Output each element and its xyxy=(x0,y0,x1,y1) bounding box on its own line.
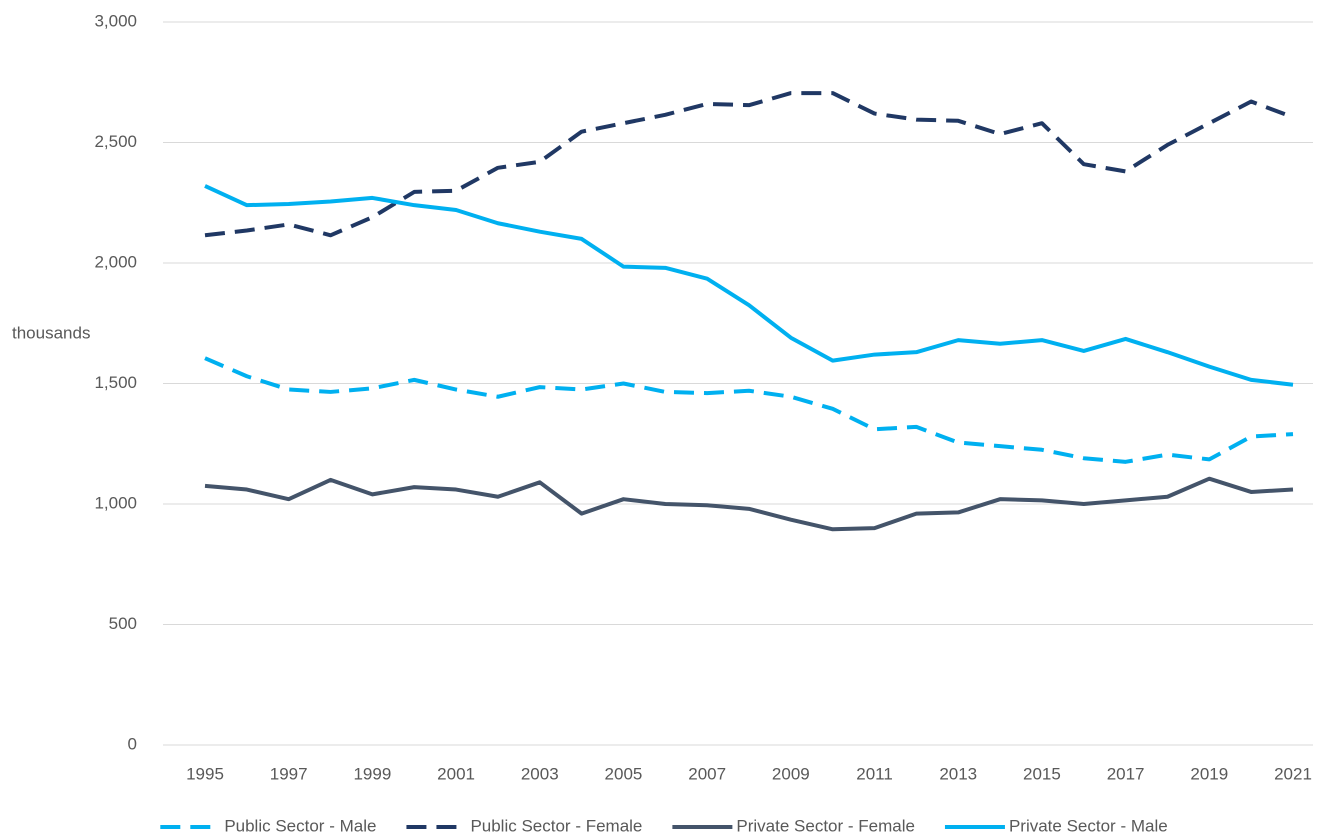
y-tick-label: 3,000 xyxy=(94,11,137,30)
x-tick-label: 2013 xyxy=(939,764,977,783)
y-tick-label: 2,000 xyxy=(94,252,137,271)
y-axis-label: thousands xyxy=(12,323,90,342)
series-line xyxy=(204,476,1294,532)
legend-label: Public Sector - Female xyxy=(470,816,642,835)
series-line xyxy=(204,184,1294,387)
x-tick-label: 2011 xyxy=(856,764,893,783)
x-tick-label: 2021 xyxy=(1274,764,1312,783)
y-tick-label: 1,500 xyxy=(94,373,137,392)
y-tick-label: 500 xyxy=(109,614,137,633)
legend-label: Public Sector - Male xyxy=(224,816,376,835)
legend-label: Private Sector - Female xyxy=(736,816,915,835)
y-tick-label: 0 xyxy=(128,734,137,753)
x-tick-label: 1999 xyxy=(353,764,391,783)
x-tick-label: 2003 xyxy=(521,764,559,783)
x-tick-label: 2017 xyxy=(1107,764,1145,783)
x-tick-label: 2019 xyxy=(1190,764,1228,783)
legend-label: Private Sector - Male xyxy=(1009,816,1168,835)
x-tick-label: 1995 xyxy=(186,764,224,783)
x-tick-label: 2015 xyxy=(1023,764,1061,783)
x-tick-label: 2009 xyxy=(772,764,810,783)
y-tick-label: 2,500 xyxy=(94,132,137,151)
series-line xyxy=(204,356,1294,464)
series-line xyxy=(204,91,1294,238)
x-tick-label: 2001 xyxy=(437,764,475,783)
x-tick-label: 1997 xyxy=(270,764,308,783)
y-tick-label: 1,000 xyxy=(94,493,137,512)
x-tick-label: 2005 xyxy=(605,764,643,783)
x-tick-label: 2007 xyxy=(688,764,726,783)
